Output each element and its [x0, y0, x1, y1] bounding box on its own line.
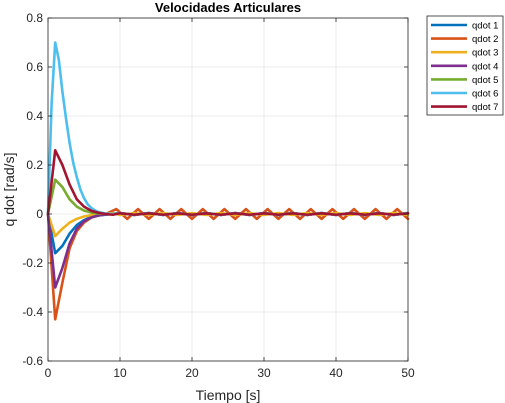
y-tick-label: -0.4	[22, 305, 43, 319]
x-tick-label: 50	[401, 366, 415, 380]
x-tick-label: 30	[257, 366, 271, 380]
x-tick-label: 40	[329, 366, 343, 380]
y-tick-label: -0.6	[22, 354, 43, 368]
legend-entries: qdot 1 qdot 2 qdot 3 qdot 4 qdot 5 qdot 6 qdot…	[431, 21, 498, 113]
y-tick-label: 0.8	[26, 11, 43, 25]
chart-title: Velocidades Articulares	[155, 0, 301, 15]
legend-label-3: qdot 3	[472, 48, 498, 59]
x-tick-labels: 0 10 20 30 40 50	[45, 366, 415, 380]
legend: qdot 1 qdot 2 qdot 3 qdot 4 qdot 5 qdot 6 qdot…	[426, 15, 504, 116]
legend-label-7: qdot 7	[472, 102, 498, 113]
legend-label-4: qdot 4	[472, 61, 498, 72]
series-line-3	[46, 211, 410, 238]
legend-label-6: qdot 6	[472, 89, 498, 100]
x-axis-label: Tiempo [s]	[196, 387, 261, 403]
y-tick-label: 0.2	[26, 158, 43, 172]
y-tick-labels: -0.6 -0.4 -0.2 0 0.2 0.4 0.6 0.8	[22, 11, 43, 368]
y-axis-label: q dot [rad/s]	[1, 153, 17, 227]
x-tick-label: 20	[185, 366, 199, 380]
y-tick-label: 0	[36, 207, 43, 221]
x-tick-label: 10	[113, 366, 127, 380]
legend-label-5: qdot 5	[472, 75, 498, 86]
series-lines	[46, 41, 410, 321]
legend-label-1: qdot 1	[472, 21, 498, 32]
y-tick-label: -0.2	[22, 256, 43, 270]
y-tick-label: 0.6	[26, 60, 43, 74]
y-tick-label: 0.4	[26, 109, 43, 123]
plot-area	[48, 18, 408, 361]
legend-label-2: qdot 2	[472, 34, 498, 45]
series-line-7	[46, 149, 410, 217]
axis-ticks	[47, 17, 409, 362]
plot-frame	[47, 17, 409, 362]
x-tick-label: 0	[45, 366, 52, 380]
